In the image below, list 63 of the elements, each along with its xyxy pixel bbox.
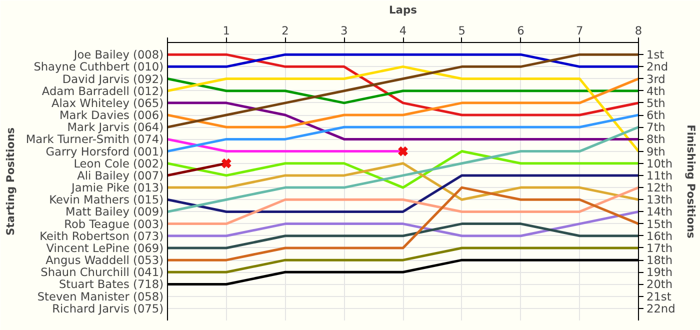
y-tick-label: 19th — [646, 265, 673, 280]
line-series — [168, 186, 638, 226]
y-tick-label: 20th — [646, 277, 673, 292]
line-series — [168, 114, 638, 153]
x-axis-title: Laps — [389, 4, 417, 16]
series-label: Stuart Bates (718) — [58, 277, 164, 292]
series-label: Joe Bailey (008) — [72, 48, 164, 62]
y-tick-label: 8th — [646, 132, 666, 146]
text: Richard Jarvis (075) — [52, 301, 164, 316]
y-tick-label: 15th — [646, 216, 673, 231]
y-tick-label: 18th — [646, 253, 673, 268]
y-tick-label: 17th — [646, 240, 673, 255]
y-tick-label: 9th — [646, 144, 666, 158]
series-label: Rob Teague (003) — [64, 216, 164, 231]
y-tick-label: 1st — [646, 48, 665, 62]
series-label: Jamie Pike (013) — [70, 180, 164, 195]
y-tick-label: 6th — [646, 108, 666, 122]
y-tick-label: 11th — [646, 168, 673, 182]
y-tick-label: 13th — [646, 192, 673, 207]
x-tick-label: 7 — [576, 24, 584, 38]
line-series — [168, 53, 638, 116]
y-tick-label: 4th — [646, 84, 666, 98]
line-series — [168, 162, 638, 201]
y-tick-label: 2nd — [646, 60, 668, 74]
y-axis-title: Finishing Positions — [684, 124, 698, 238]
series-label: David Jarvis (092) — [62, 72, 164, 86]
series-label: Mark Turner-Smith (074) — [26, 132, 164, 146]
y-tick-label: 16th — [646, 228, 673, 243]
y-tick-label: 10th — [646, 156, 673, 170]
x-tick-label: 5 — [458, 24, 466, 38]
line-series — [168, 126, 638, 213]
line-series — [168, 186, 638, 262]
line-series — [168, 53, 638, 128]
series-label: Mark Davies (006) — [60, 108, 164, 122]
line-series — [168, 150, 638, 189]
x-tick-label: 4 — [399, 24, 407, 38]
series-label: Garry Horsford (001) — [46, 144, 164, 158]
series-label: Vincent LePine (069) — [46, 240, 164, 255]
y-tick-label: 14th — [646, 204, 673, 219]
text: Starting Positions — [4, 127, 17, 236]
series-label: Alax Whiteley (065) — [52, 96, 164, 110]
series-label: Kevin Mathers (015) — [49, 192, 164, 207]
x-tick-label: 6 — [517, 24, 524, 38]
y-tick-label: 3rd — [646, 72, 666, 86]
x-tick-label: 8 — [634, 24, 642, 38]
y-tick-label: 5th — [646, 96, 666, 110]
series-label: Angus Waddell (053) — [46, 253, 164, 268]
series-label: Shaun Churchill (041) — [40, 265, 164, 280]
y-tick-label: 12th — [646, 180, 673, 195]
x-tick-label: 2 — [282, 24, 289, 38]
series-label: Shayne Cuthbert (010) — [34, 60, 164, 74]
y-tick-label: 7th — [646, 120, 666, 134]
x-tick-label: 1 — [222, 24, 230, 38]
series-label: Ali Bailey (007) — [77, 168, 164, 182]
line-series — [168, 65, 638, 153]
y-tick-label: 21st — [646, 289, 672, 304]
text: Steven Manister (058) — [37, 289, 164, 304]
series-label: Matt Bailey (009) — [66, 204, 164, 219]
series-label: Mark Jarvis (064) — [67, 120, 164, 134]
x-tick-label: 3 — [340, 24, 348, 38]
series-label: Leon Cole (002) — [74, 156, 164, 170]
line-series — [168, 78, 638, 128]
y-tick-label: 22nd — [646, 301, 676, 316]
